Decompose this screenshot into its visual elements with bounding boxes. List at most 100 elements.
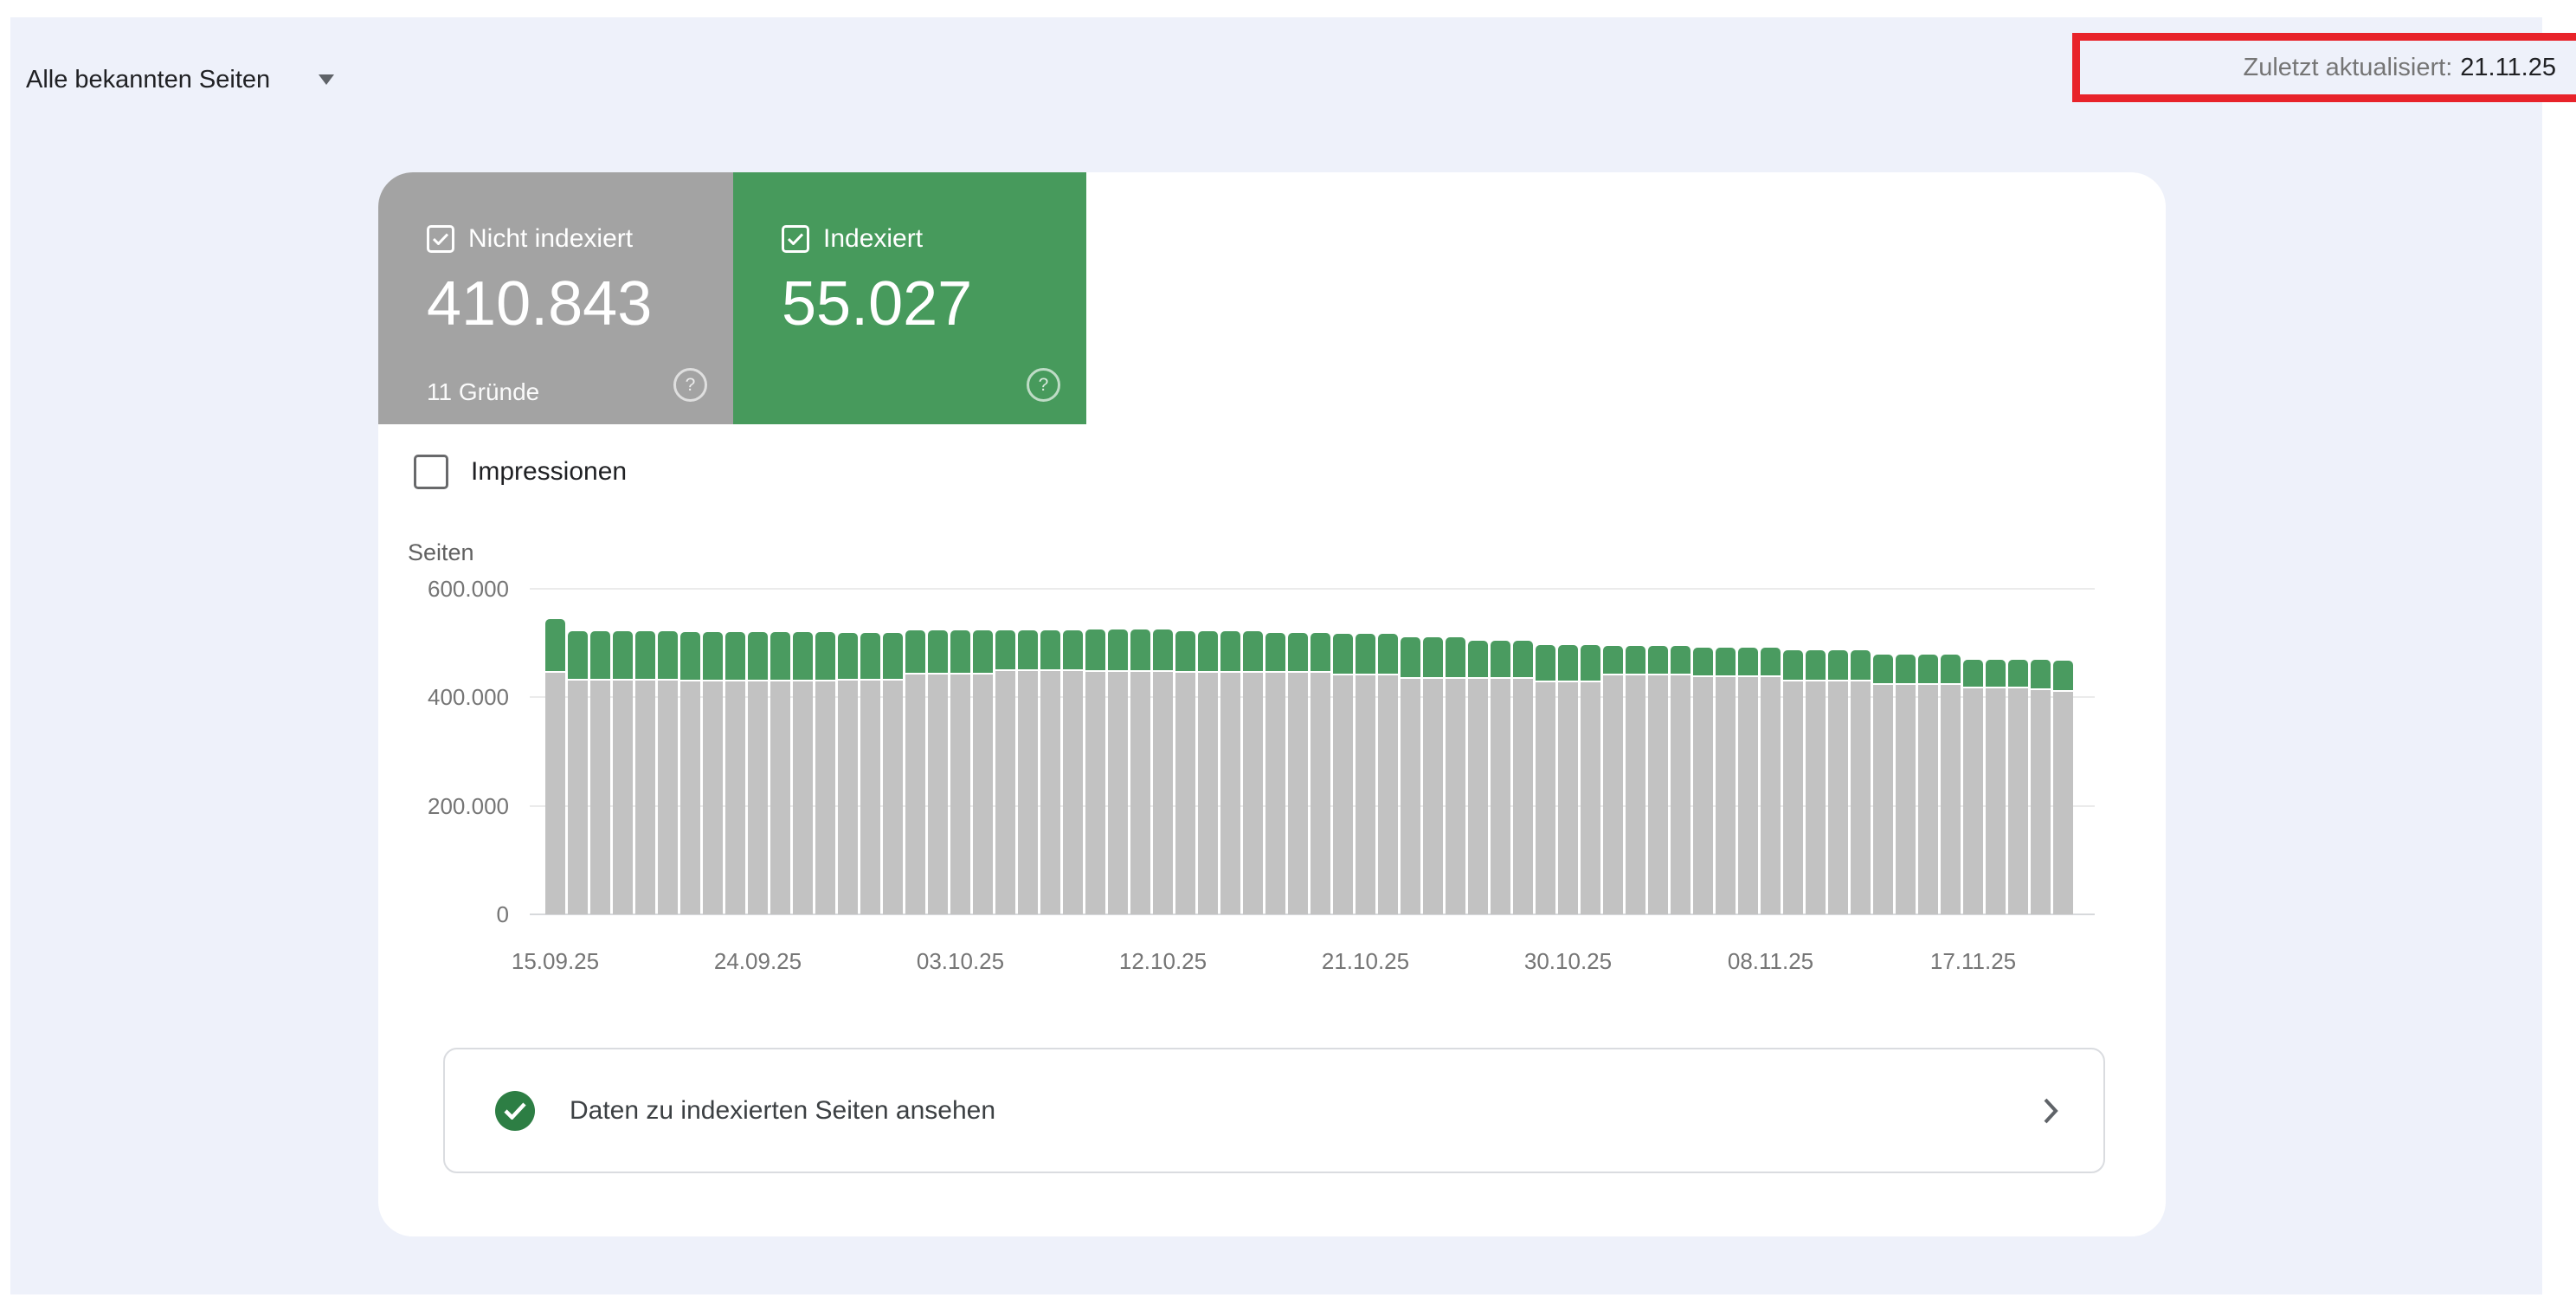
bar[interactable] (1040, 589, 1060, 914)
bar[interactable] (1716, 589, 1736, 914)
bar[interactable] (1401, 589, 1420, 914)
help-icon[interactable]: ? (1027, 368, 1060, 402)
bar[interactable] (2008, 589, 2028, 914)
bar[interactable] (1265, 589, 1285, 914)
bar-segment-not-indexed (838, 681, 858, 914)
bar[interactable] (1108, 589, 1128, 914)
bar[interactable] (1783, 589, 1803, 914)
bar[interactable] (568, 589, 588, 914)
bar[interactable] (1153, 589, 1173, 914)
bar[interactable] (1761, 589, 1781, 914)
bar-segment-not-indexed (1356, 675, 1375, 914)
bar[interactable] (1356, 589, 1375, 914)
bar-segment-not-indexed (1963, 688, 1983, 914)
chart-plot[interactable] (378, 589, 2166, 914)
bar[interactable] (613, 589, 633, 914)
bar-segment-not-indexed (1513, 679, 1533, 914)
bar[interactable] (590, 589, 610, 914)
bar[interactable] (860, 589, 880, 914)
bar-segment-indexed (680, 632, 700, 680)
bar[interactable] (883, 589, 903, 914)
bar[interactable] (838, 589, 858, 914)
bar[interactable] (815, 589, 835, 914)
bar[interactable] (1423, 589, 1443, 914)
checkbox-unchecked-icon[interactable] (414, 455, 448, 489)
bar[interactable] (1581, 589, 1600, 914)
tab-not-indexed[interactable]: Nicht indexiert 410.843 11 Gründe ? (378, 172, 733, 424)
bar[interactable] (1243, 589, 1263, 914)
bar[interactable] (1468, 589, 1488, 914)
bar-segment-indexed (1491, 641, 1510, 677)
bar[interactable] (2031, 589, 2051, 914)
bar[interactable] (1333, 589, 1353, 914)
bar[interactable] (1220, 589, 1240, 914)
bar[interactable] (995, 589, 1015, 914)
bar[interactable] (950, 589, 970, 914)
impressions-toggle[interactable]: Impressionen (414, 455, 627, 489)
bar-segment-not-indexed (1198, 673, 1218, 914)
bar[interactable] (1986, 589, 2006, 914)
bar[interactable] (1738, 589, 1758, 914)
bar-segment-indexed (748, 632, 768, 680)
bar[interactable] (1311, 589, 1330, 914)
bar-segment-not-indexed (1896, 685, 1916, 914)
bar[interactable] (1873, 589, 1893, 914)
bar[interactable] (1828, 589, 1848, 914)
x-tick-label: 03.10.25 (916, 948, 1005, 974)
bar[interactable] (1378, 589, 1398, 914)
bar-segment-indexed (1108, 629, 1128, 670)
bar[interactable] (1130, 589, 1150, 914)
bar[interactable] (1918, 589, 1938, 914)
bar[interactable] (1806, 589, 1826, 914)
bar[interactable] (703, 589, 723, 914)
bar[interactable] (545, 589, 565, 914)
bar[interactable] (1063, 589, 1083, 914)
bar[interactable] (1085, 589, 1105, 914)
bar[interactable] (1491, 589, 1510, 914)
bar[interactable] (905, 589, 925, 914)
bar[interactable] (2053, 589, 2073, 914)
bar[interactable] (1851, 589, 1871, 914)
bar[interactable] (1513, 589, 1533, 914)
bar[interactable] (1963, 589, 1983, 914)
tab-indexed[interactable]: Indexiert 55.027 ? (733, 172, 1086, 424)
bar[interactable] (793, 589, 813, 914)
bar[interactable] (1896, 589, 1916, 914)
bar[interactable] (1941, 589, 1961, 914)
bar-segment-indexed (1761, 648, 1781, 675)
bar[interactable] (1558, 589, 1578, 914)
checkbox-checked-icon[interactable] (782, 225, 809, 253)
bar[interactable] (680, 589, 700, 914)
bar[interactable] (1018, 589, 1038, 914)
bar[interactable] (770, 589, 790, 914)
bar-segment-not-indexed (1040, 671, 1060, 914)
bar[interactable] (1693, 589, 1713, 914)
bar-segment-indexed (1468, 641, 1488, 677)
page-filter-dropdown[interactable]: Alle bekannten Seiten (26, 55, 335, 104)
bar[interactable] (928, 589, 948, 914)
bar[interactable] (748, 589, 768, 914)
bar-segment-not-indexed (2008, 688, 2028, 914)
bar-segment-not-indexed (1085, 672, 1105, 914)
bar[interactable] (1536, 589, 1555, 914)
checkbox-checked-icon[interactable] (427, 225, 454, 253)
bar-segment-not-indexed (1986, 688, 2006, 914)
not-indexed-label: Nicht indexiert (468, 224, 634, 253)
bar[interactable] (1288, 589, 1308, 914)
bar[interactable] (725, 589, 745, 914)
bar[interactable] (1603, 589, 1623, 914)
bar[interactable] (658, 589, 678, 914)
bar[interactable] (1198, 589, 1218, 914)
bar[interactable] (973, 589, 993, 914)
view-indexed-data-button[interactable]: Daten zu indexierten Seiten ansehen (443, 1048, 2105, 1173)
bar[interactable] (1446, 589, 1465, 914)
bar[interactable] (1671, 589, 1690, 914)
bar[interactable] (1175, 589, 1195, 914)
bar[interactable] (1648, 589, 1668, 914)
bar[interactable] (1626, 589, 1645, 914)
bar[interactable] (635, 589, 655, 914)
bar-segment-indexed (1423, 637, 1443, 677)
bar-segment-indexed (1671, 646, 1690, 674)
help-icon[interactable]: ? (673, 368, 707, 402)
x-tick-label: 30.10.25 (1523, 948, 1613, 974)
